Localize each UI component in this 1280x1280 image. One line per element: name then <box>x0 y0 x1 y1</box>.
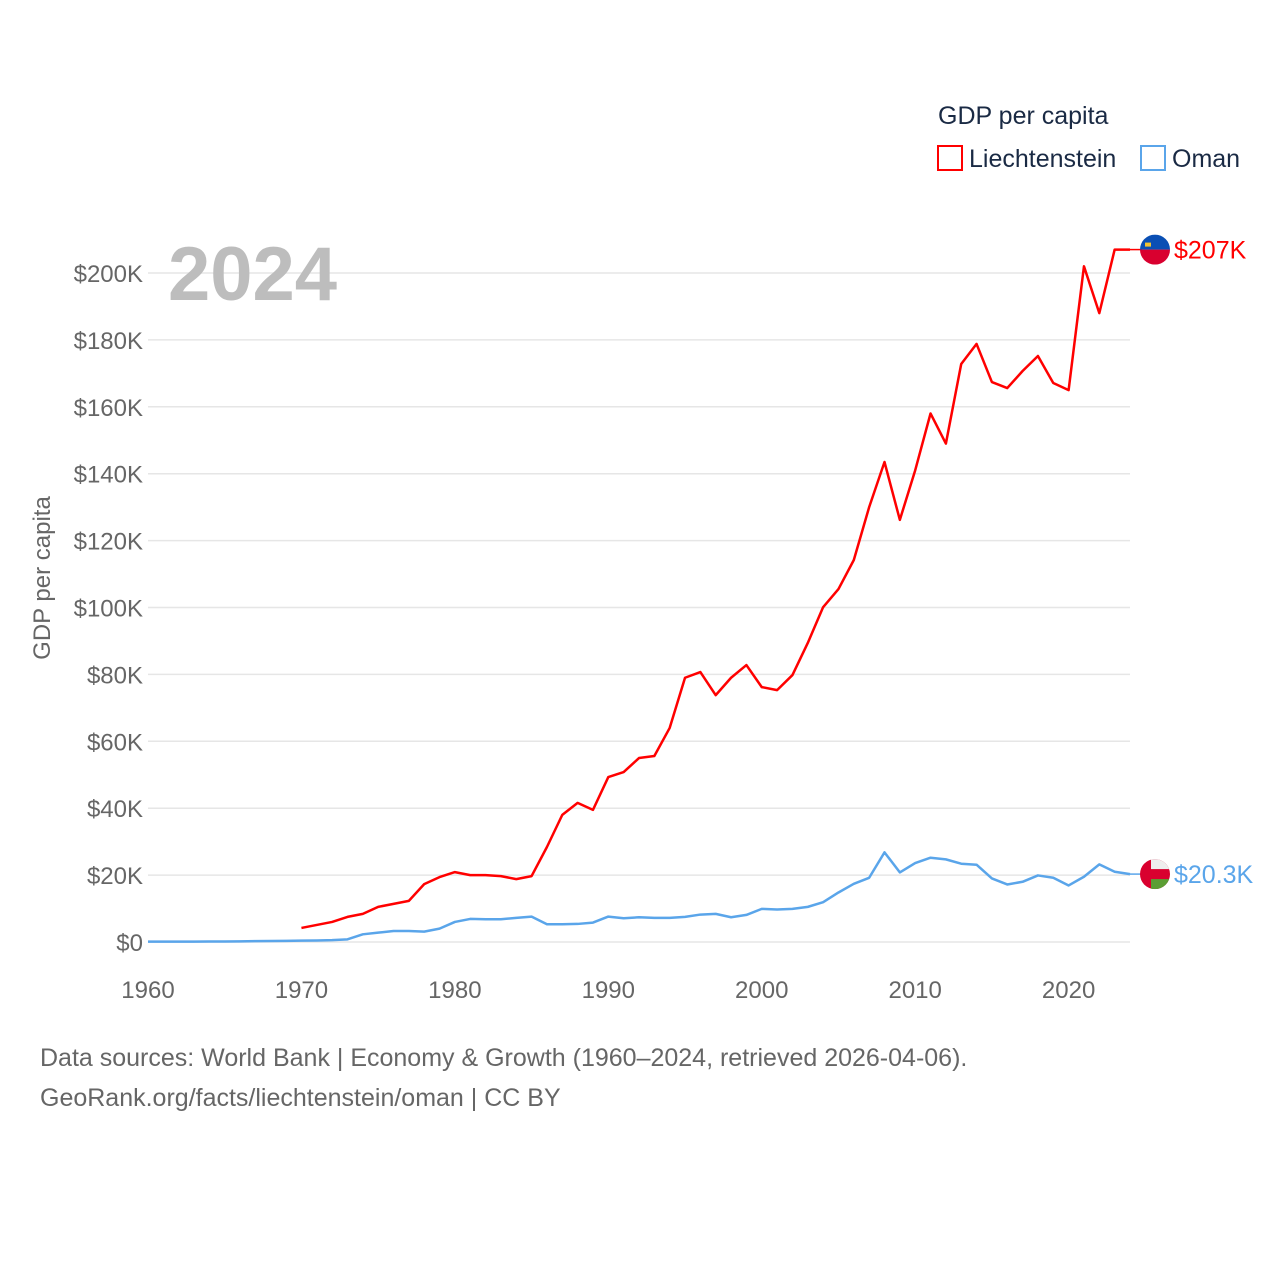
y-tick-label: $0 <box>116 930 143 957</box>
x-tick-label: 2010 <box>888 977 941 1004</box>
y-tick-label: $140K <box>74 462 143 489</box>
y-tick-label: $40K <box>87 796 143 823</box>
gridlines <box>148 272 1130 943</box>
y-tick-label: $180K <box>74 328 143 355</box>
liechtenstein-flag-icon <box>1140 234 1170 265</box>
y-tick-label: $120K <box>74 529 143 556</box>
y-tick-label: $160K <box>74 395 143 422</box>
legend-swatch <box>937 145 963 171</box>
series-line-oman <box>147 851 1131 943</box>
x-tick-label: 1990 <box>582 977 635 1004</box>
series-line-liechtenstein <box>301 248 1130 930</box>
end-label-oman: $20.3K <box>1174 861 1254 889</box>
x-tick-label: 2020 <box>1042 977 1095 1004</box>
end-label-liechtenstein: $207K <box>1174 237 1247 265</box>
x-tick-label: 1980 <box>428 977 481 1004</box>
y-tick-label: $100K <box>74 596 143 623</box>
footer-link[interactable]: GeoRank.org/facts/liechtenstein/oman | C… <box>40 1084 561 1112</box>
year-watermark: 2024 <box>168 232 337 317</box>
x-axis: 1960 1970 1980 1990 2000 2010 2020 <box>121 977 1095 1004</box>
footer-sources: Data sources: World Bank | Economy & Gro… <box>40 1044 968 1072</box>
y-tick-label: $20K <box>87 863 143 890</box>
x-tick-label: 1960 <box>121 977 174 1004</box>
x-tick-label: 1970 <box>275 977 328 1004</box>
series-lines <box>147 248 1142 943</box>
legend-item-oman[interactable]: Oman <box>1140 145 1240 173</box>
y-tick-label: $200K <box>74 261 143 288</box>
legend-label: Oman <box>1172 145 1240 173</box>
oman-flag-icon <box>1140 859 1170 890</box>
x-tick-label: 2000 <box>735 977 788 1004</box>
y-axis: $0 $20K $40K $60K $80K $100K $120K $140K $160K $1… <box>74 261 143 957</box>
legend-label: Liechtenstein <box>969 145 1116 173</box>
legend-item-liechtenstein[interactable]: Liechtenstein <box>937 145 1116 173</box>
y-tick-label: $60K <box>87 729 143 756</box>
legend-swatch <box>1140 145 1166 171</box>
legend-title: GDP per capita <box>938 102 1109 130</box>
y-tick-label: $80K <box>87 662 143 689</box>
y-axis-label: GDP per capita <box>29 496 56 660</box>
